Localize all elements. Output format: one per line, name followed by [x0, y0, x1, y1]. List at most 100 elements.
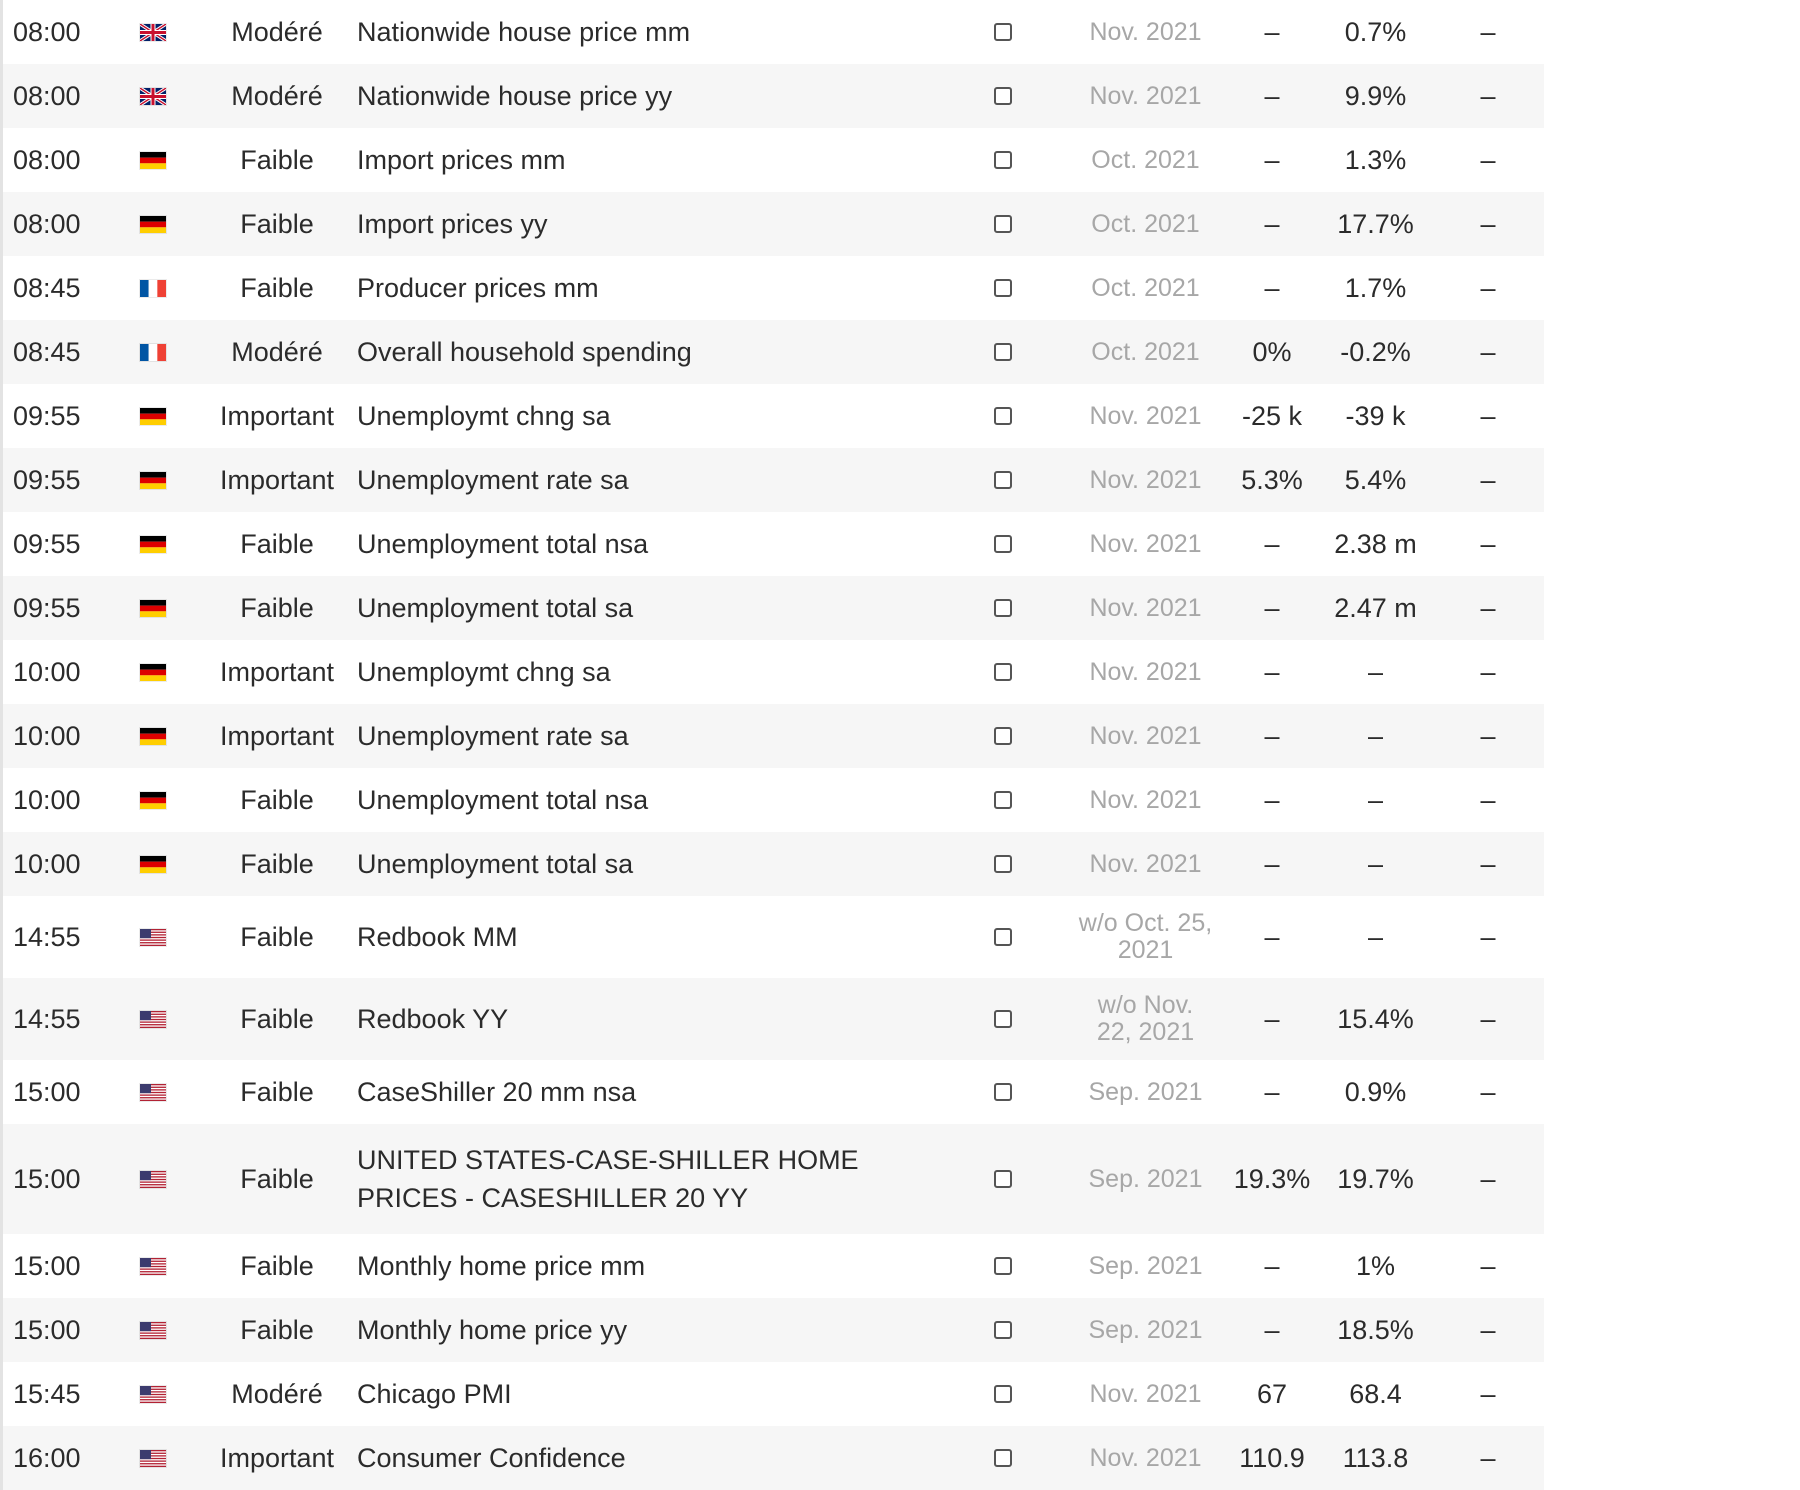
checkbox-icon[interactable] [994, 599, 1012, 617]
event-checkbox[interactable] [990, 64, 1016, 128]
event-checkbox[interactable] [990, 1362, 1016, 1426]
checkbox-icon[interactable] [994, 1170, 1012, 1188]
event-checkbox[interactable] [990, 1426, 1016, 1490]
country-flag [140, 1234, 168, 1298]
event-checkbox[interactable] [990, 192, 1016, 256]
checkbox-icon[interactable] [994, 1321, 1012, 1339]
checkbox-icon[interactable] [994, 343, 1012, 361]
event-period: Nov. 2021 [1089, 849, 1202, 878]
table-row[interactable]: 15:00 Faible Monthly home price mm Sep. … [3, 1234, 1544, 1298]
forecast-value: – [1264, 1314, 1280, 1345]
event-name: Overall household spending [357, 337, 692, 367]
de-flag-icon [140, 855, 166, 873]
previous-value: – [1367, 848, 1384, 879]
us-flag-icon [140, 1083, 166, 1101]
event-checkbox[interactable] [990, 640, 1016, 704]
table-row[interactable]: 10:00 Important Unemployment rate sa Nov… [3, 704, 1544, 768]
table-row[interactable]: 14:55 Faible Redbook YY w/o Nov. 22, 202… [3, 978, 1544, 1060]
event-checkbox[interactable] [990, 978, 1016, 1060]
table-row[interactable]: 14:55 Faible Redbook MM w/o Oct. 25, 202… [3, 896, 1544, 978]
table-row[interactable]: 08:00 Faible Import prices mm Oct. 2021 … [3, 128, 1544, 192]
event-checkbox[interactable] [990, 384, 1016, 448]
de-flag-icon [140, 471, 166, 489]
table-row[interactable]: 08:45 Modéré Overall household spending … [3, 320, 1544, 384]
country-flag [140, 512, 168, 576]
de-flag-icon [140, 151, 166, 169]
event-checkbox[interactable] [990, 768, 1016, 832]
event-name: Nationwide house price yy [357, 81, 673, 111]
importance-label: Important [219, 1442, 335, 1473]
checkbox-icon[interactable] [994, 471, 1012, 489]
table-row[interactable]: 15:00 Faible Monthly home price yy Sep. … [3, 1298, 1544, 1362]
importance-label: Faible [240, 1163, 314, 1194]
table-row[interactable]: 15:45 Modéré Chicago PMI Nov. 2021 67 68… [3, 1362, 1544, 1426]
event-checkbox[interactable] [990, 320, 1016, 384]
table-row[interactable]: 15:00 Faible UNITED STATES-CASE-SHILLER … [3, 1124, 1544, 1234]
previous-value: 1% [1355, 1250, 1396, 1281]
event-checkbox[interactable] [990, 576, 1016, 640]
forecast-value: – [1264, 208, 1280, 239]
checkbox-icon[interactable] [994, 1257, 1012, 1275]
checkbox-icon[interactable] [994, 928, 1012, 946]
checkbox-icon[interactable] [994, 791, 1012, 809]
checkbox-icon[interactable] [994, 663, 1012, 681]
previous-value: -39 k [1345, 400, 1406, 431]
country-flag [140, 1298, 168, 1362]
previous-value: 2.38 m [1334, 528, 1417, 559]
event-checkbox[interactable] [990, 896, 1016, 978]
event-period: Nov. 2021 [1089, 529, 1202, 558]
checkbox-icon[interactable] [994, 151, 1012, 169]
forecast-value: 19.3% [1233, 1163, 1311, 1194]
forecast-value: – [1264, 1003, 1280, 1034]
event-period: Nov. 2021 [1089, 785, 1202, 814]
table-row[interactable]: 10:00 Important Unemploymt chng sa Nov. … [3, 640, 1544, 704]
checkbox-icon[interactable] [994, 1083, 1012, 1101]
event-checkbox[interactable] [990, 1234, 1016, 1298]
event-period: Nov. 2021 [1089, 1379, 1202, 1408]
checkbox-icon[interactable] [994, 727, 1012, 745]
event-name: Unemployment rate sa [357, 721, 629, 751]
country-flag [140, 128, 168, 192]
de-flag-icon [140, 535, 166, 553]
table-row[interactable]: 08:00 Modéré Nationwide house price mm N… [3, 0, 1544, 64]
forecast-value: – [1264, 528, 1280, 559]
country-flag [140, 0, 168, 64]
table-row[interactable]: 09:55 Faible Unemployment total nsa Nov.… [3, 512, 1544, 576]
event-checkbox[interactable] [990, 448, 1016, 512]
checkbox-icon[interactable] [994, 1385, 1012, 1403]
event-checkbox[interactable] [990, 512, 1016, 576]
table-row[interactable]: 08:45 Faible Producer prices mm Oct. 202… [3, 256, 1544, 320]
table-row[interactable]: 10:00 Faible Unemployment total nsa Nov.… [3, 768, 1544, 832]
event-time: 10:00 [13, 848, 81, 879]
table-row[interactable]: 16:00 Important Consumer Confidence Nov.… [3, 1426, 1544, 1490]
event-checkbox[interactable] [990, 832, 1016, 896]
table-row[interactable]: 09:55 Important Unemployment rate sa Nov… [3, 448, 1544, 512]
previous-value: 113.8 [1342, 1442, 1409, 1473]
table-row[interactable]: 15:00 Faible CaseShiller 20 mm nsa Sep. … [3, 1060, 1544, 1124]
table-row[interactable]: 10:00 Faible Unemployment total sa Nov. … [3, 832, 1544, 896]
checkbox-icon[interactable] [994, 1010, 1012, 1028]
table-row[interactable]: 09:55 Faible Unemployment total sa Nov. … [3, 576, 1544, 640]
event-period: Sep. 2021 [1088, 1315, 1203, 1344]
checkbox-icon[interactable] [994, 855, 1012, 873]
checkbox-icon[interactable] [994, 535, 1012, 553]
fr-flag-icon [140, 343, 166, 361]
event-checkbox[interactable] [990, 0, 1016, 64]
event-checkbox[interactable] [990, 256, 1016, 320]
table-row[interactable]: 08:00 Faible Import prices yy Oct. 2021 … [3, 192, 1544, 256]
event-checkbox[interactable] [990, 1298, 1016, 1362]
event-checkbox[interactable] [990, 1060, 1016, 1124]
checkbox-icon[interactable] [994, 407, 1012, 425]
checkbox-icon[interactable] [994, 87, 1012, 105]
table-row[interactable]: 09:55 Important Unemploymt chng sa Nov. … [3, 384, 1544, 448]
checkbox-icon[interactable] [994, 1449, 1012, 1467]
country-flag [140, 1060, 168, 1124]
event-checkbox[interactable] [990, 128, 1016, 192]
previous-value: 2.47 m [1334, 592, 1417, 623]
event-checkbox[interactable] [990, 704, 1016, 768]
checkbox-icon[interactable] [994, 279, 1012, 297]
event-checkbox[interactable] [990, 1124, 1016, 1234]
table-row[interactable]: 08:00 Modéré Nationwide house price yy N… [3, 64, 1544, 128]
checkbox-icon[interactable] [994, 215, 1012, 233]
checkbox-icon[interactable] [994, 23, 1012, 41]
